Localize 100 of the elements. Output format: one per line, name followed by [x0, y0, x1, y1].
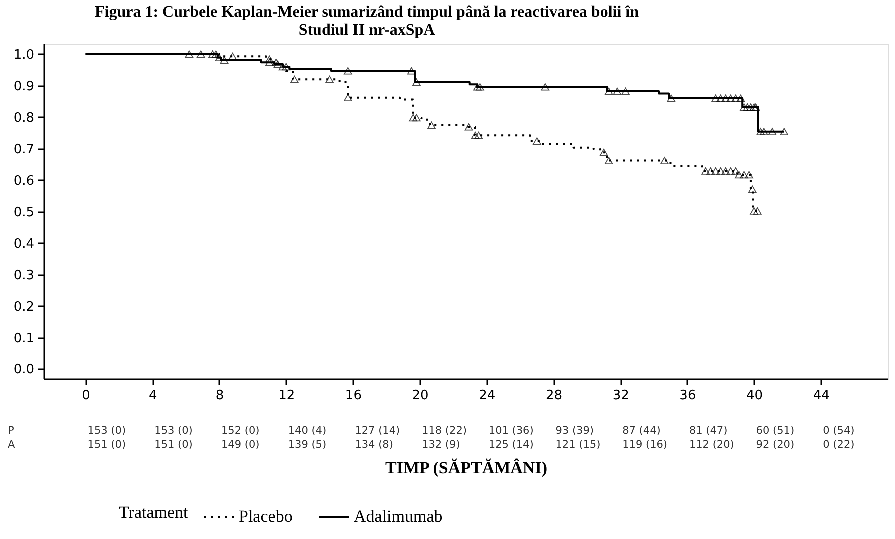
point: [600, 148, 608, 156]
text: 118 (22): [422, 425, 467, 437]
text: 0 (22): [823, 439, 855, 451]
x-axis-title: TIMP (SĂPTĂMÂNI): [386, 458, 548, 478]
y-tick-label: 0.2: [14, 300, 34, 315]
text: 127 (14): [355, 425, 400, 437]
point: [428, 122, 436, 130]
point: [750, 104, 758, 111]
text: P: [8, 425, 14, 437]
x-tick-label: 44: [813, 388, 830, 404]
point: [471, 132, 480, 140]
point: [604, 88, 614, 96]
point: [667, 94, 676, 102]
x-tick-label: 24: [479, 388, 496, 404]
text: 134 (8): [355, 439, 394, 451]
point: [736, 94, 746, 102]
point: [613, 88, 622, 96]
x-tick-label: 32: [612, 388, 630, 404]
text: 151 (0): [154, 439, 193, 451]
y-tick-label: 0.6: [14, 174, 34, 189]
text: A: [8, 439, 16, 451]
point: [722, 168, 730, 175]
point: [660, 157, 669, 164]
point: [748, 186, 757, 194]
point: [702, 168, 710, 175]
y-tick-label: 0.4: [14, 236, 34, 252]
point: [344, 67, 352, 75]
point: [760, 128, 768, 136]
point: [716, 94, 726, 102]
point: [743, 104, 752, 111]
x-tick-label: 12: [278, 388, 296, 404]
point: [753, 208, 762, 215]
point: [476, 83, 484, 91]
text: 139 (5): [288, 439, 327, 451]
point: [746, 104, 756, 111]
point: [740, 104, 748, 111]
y-tick-label: 1.0: [14, 48, 34, 63]
y-tick-label: 0.5: [14, 205, 34, 220]
point: [265, 58, 274, 66]
point: [726, 94, 736, 102]
point: [326, 76, 334, 84]
point: [780, 128, 789, 136]
y-tick-label: 0.8: [14, 110, 34, 126]
point: [185, 50, 194, 58]
text: 152 (0): [221, 425, 260, 437]
point: [541, 83, 550, 91]
point: [732, 168, 740, 175]
point: [712, 168, 720, 175]
x-tick-label: 20: [412, 388, 429, 404]
point: [745, 171, 754, 179]
point: [278, 63, 288, 71]
text: 149 (0): [221, 439, 260, 451]
point: [732, 94, 740, 102]
y-tick-label: 0.3: [14, 268, 34, 284]
point: [228, 52, 238, 60]
point: [208, 50, 217, 58]
x-tick-label: 0: [82, 388, 90, 404]
text: 121 (15): [556, 439, 601, 451]
y-tick-label: 0.0: [14, 362, 34, 378]
text: 153 (0): [88, 425, 126, 437]
point: [726, 168, 736, 175]
point: [768, 128, 777, 136]
legend-label: Placebo: [239, 507, 293, 526]
text: 119 (16): [622, 439, 668, 451]
text: 87 (44): [622, 425, 661, 437]
x-tick-label: 28: [546, 388, 563, 404]
point: [272, 58, 280, 66]
point: [282, 63, 290, 71]
y-tick-label: 0.7: [14, 142, 34, 158]
point: [464, 123, 474, 131]
text: 0 (54): [823, 425, 855, 437]
point: [212, 50, 220, 58]
legend-title: Tratament: [119, 503, 189, 522]
point: [274, 60, 282, 68]
y-tick-label: 0.1: [14, 331, 34, 346]
chart-title: Figura 1: Curbele Kaplan-Meier sumarizând timpul până la reactivarea bolii în Studiul II nr-axSpA: [95, 4, 640, 39]
x-tick-label: 40: [746, 388, 764, 404]
point: [604, 157, 614, 164]
x-tick-label: 16: [345, 388, 362, 404]
point: [706, 168, 715, 175]
point: [412, 114, 421, 122]
text: 151 (0): [88, 439, 126, 451]
point: [756, 128, 765, 136]
point: [533, 138, 542, 145]
point: [735, 171, 744, 179]
point: [409, 114, 418, 122]
y-tick-label: 0.9: [14, 79, 34, 94]
x-tick-label: 36: [680, 388, 696, 404]
text: 125 (14): [488, 439, 534, 451]
point: [722, 94, 730, 102]
text: 81 (47): [689, 425, 728, 437]
point: [220, 56, 229, 64]
point: [408, 67, 416, 75]
point: [740, 171, 748, 179]
text: 60 (51): [756, 425, 795, 437]
point: [412, 78, 421, 86]
point: [750, 208, 758, 215]
point: [290, 76, 299, 84]
point: [344, 94, 352, 102]
legend-label: Adalimumab: [354, 507, 443, 526]
